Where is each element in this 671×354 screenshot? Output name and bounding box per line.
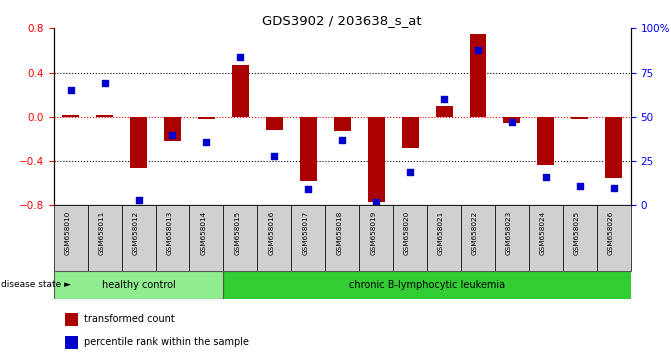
Bar [368, 117, 384, 202]
Bar [359, 205, 393, 271]
Bar [537, 117, 554, 166]
Bar [232, 65, 249, 117]
Bar [461, 205, 495, 271]
Text: GSM658016: GSM658016 [268, 211, 274, 255]
Point [269, 153, 280, 159]
Bar [503, 117, 521, 124]
Bar [529, 205, 563, 271]
Bar [65, 336, 78, 349]
Text: GSM658024: GSM658024 [540, 211, 546, 255]
Bar [130, 117, 147, 168]
Bar [605, 117, 622, 178]
Text: GSM658019: GSM658019 [370, 211, 376, 255]
Text: healthy control: healthy control [102, 280, 175, 290]
Point [303, 187, 313, 192]
Bar [300, 117, 317, 181]
Bar [291, 205, 325, 271]
Point [65, 87, 76, 93]
Bar [571, 117, 588, 119]
Point [574, 183, 585, 189]
Bar [427, 205, 461, 271]
Point [439, 96, 450, 102]
Text: GSM658013: GSM658013 [166, 211, 172, 255]
Text: GSM658020: GSM658020 [404, 211, 410, 255]
Point [541, 174, 552, 180]
Text: GSM658012: GSM658012 [133, 211, 138, 255]
Text: GSM658011: GSM658011 [99, 211, 105, 255]
Point [99, 80, 110, 86]
Bar [189, 205, 223, 271]
Text: GSM658010: GSM658010 [64, 211, 70, 255]
Text: GSM658023: GSM658023 [506, 211, 512, 255]
Text: GSM658017: GSM658017 [302, 211, 308, 255]
Text: GSM658022: GSM658022 [472, 211, 478, 255]
Point [371, 199, 382, 205]
Point [507, 119, 517, 125]
Bar [223, 271, 631, 299]
Bar [65, 313, 78, 326]
Bar [402, 117, 419, 148]
Point [337, 137, 348, 143]
Point [133, 197, 144, 203]
Bar [156, 205, 189, 271]
Text: GSM658018: GSM658018 [336, 211, 342, 255]
Text: GSM658014: GSM658014 [201, 211, 207, 255]
Bar [258, 205, 291, 271]
Bar [88, 205, 121, 271]
Text: percentile rank within the sample: percentile rank within the sample [84, 337, 249, 348]
Bar [393, 205, 427, 271]
Bar [198, 117, 215, 119]
Text: GSM658015: GSM658015 [234, 211, 240, 255]
Point [167, 132, 178, 137]
Bar [121, 205, 156, 271]
Bar [563, 205, 597, 271]
Bar [96, 115, 113, 117]
Point [235, 54, 246, 59]
Text: disease state ►: disease state ► [1, 280, 71, 290]
Point [609, 185, 619, 190]
Bar [325, 205, 359, 271]
Bar [223, 205, 258, 271]
Bar [470, 34, 486, 117]
Bar [435, 106, 452, 117]
Point [405, 169, 415, 175]
Text: GSM658026: GSM658026 [608, 211, 614, 255]
Bar [495, 205, 529, 271]
Bar [266, 117, 282, 130]
Bar [333, 117, 351, 131]
Title: GDS3902 / 203638_s_at: GDS3902 / 203638_s_at [262, 14, 422, 27]
Text: GSM658025: GSM658025 [574, 211, 580, 255]
Point [472, 47, 483, 52]
Text: GSM658021: GSM658021 [438, 211, 444, 255]
Text: chronic B-lymphocytic leukemia: chronic B-lymphocytic leukemia [349, 280, 505, 290]
Bar [54, 271, 223, 299]
Bar [164, 117, 181, 141]
Bar [62, 115, 79, 117]
Text: transformed count: transformed count [84, 314, 174, 325]
Point [201, 139, 212, 144]
Bar [597, 205, 631, 271]
Bar [54, 205, 88, 271]
